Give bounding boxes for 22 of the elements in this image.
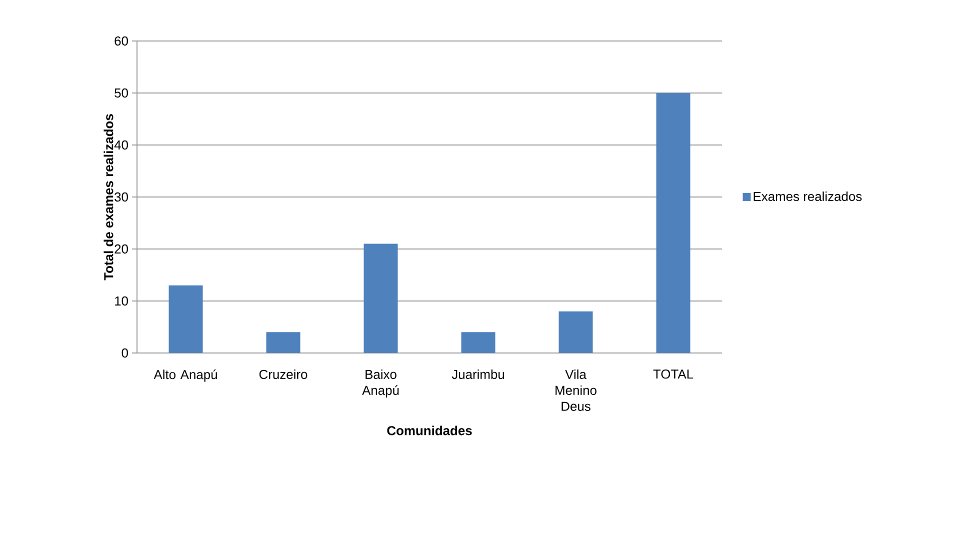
y-tick-label: 10 (115, 296, 128, 306)
x-tick-label: Juarimbu (452, 370, 504, 380)
x-tick-label: Cruzeiro (259, 370, 308, 380)
x-tick-label: TOTAL (653, 370, 694, 379)
y-axis-title: Total de exames realizados (104, 114, 114, 280)
y-tick-label: 50 (114, 88, 128, 98)
bar (656, 92, 690, 353)
x-tick-label: Alto Anapú (154, 370, 217, 382)
y-tick-label: 60 (114, 36, 128, 46)
bar (266, 332, 300, 353)
bar (558, 311, 593, 353)
y-tick-label: 0 (122, 348, 128, 358)
y-tick-label: 40 (114, 140, 128, 150)
x-axis-title: Comunidades (387, 426, 472, 436)
x-tick-label: Vila Menino Deus (556, 370, 596, 411)
bar (168, 285, 203, 353)
legend-label: Exames realizados (754, 192, 862, 202)
x-tick-label: Baixo Anapú (362, 370, 399, 398)
bar (461, 332, 496, 353)
bar (364, 244, 398, 353)
y-tick-label: 30 (114, 192, 128, 202)
y-tick-label: 20 (114, 244, 128, 254)
